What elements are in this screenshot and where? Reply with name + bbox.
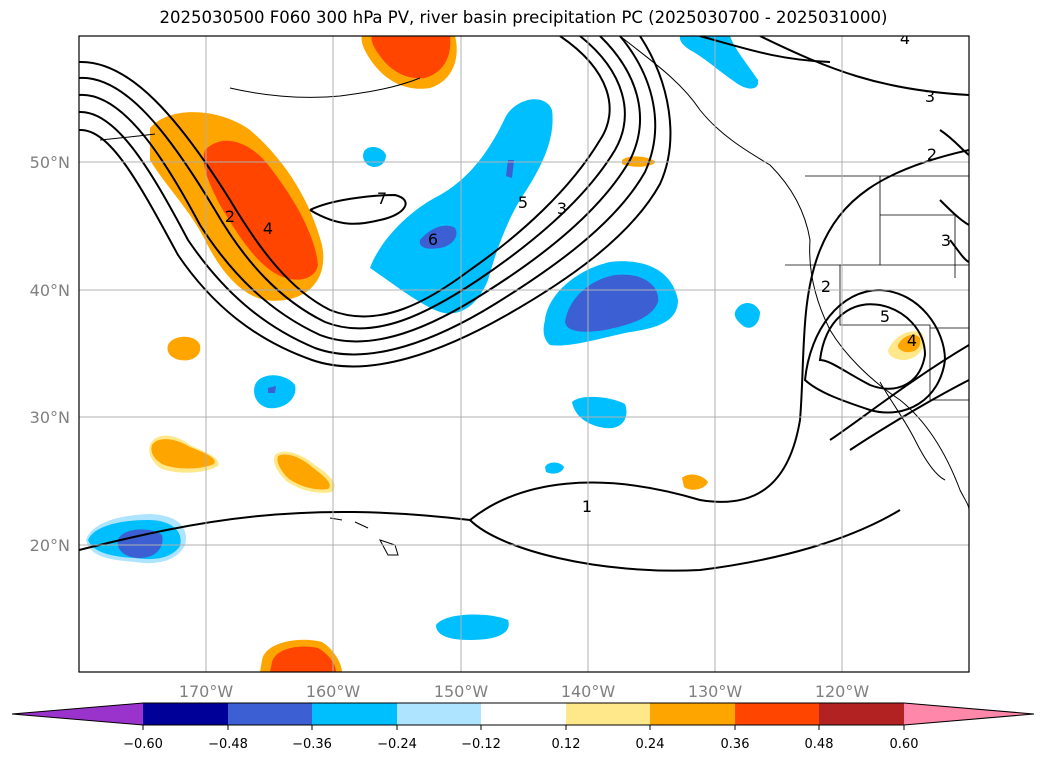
colorbar-swatch [735,703,819,725]
colorbar-tick: 0.24 [636,737,665,752]
colorbar-tick: −0.24 [377,737,417,752]
contour-label: 5 [880,307,890,326]
lat-label-20n: 20°N [30,536,70,555]
colorbar-tick: −0.60 [123,737,163,752]
colorbar-tick: −0.48 [208,737,248,752]
longitude-labels: 170°W 160°W 150°W 140°W 130°W 120°W [179,682,870,701]
colorbar-tick: 0.60 [890,737,919,752]
colorbar: −0.60 −0.48 −0.36 −0.24 −0.12 0.12 0.24 … [11,702,1035,752]
colorbar-tick: 0.48 [805,737,834,752]
latitude-labels: 50°N 40°N 30°N 20°N [30,153,70,555]
lat-label-50n: 50°N [30,153,70,172]
colorbar-swatch [481,703,566,725]
colorbar-tick: 0.36 [721,737,750,752]
contour-label: 4 [263,219,273,238]
lon-label-130w: 130°W [688,682,743,701]
contour-label: 3 [941,231,951,250]
colorbar-tick: 0.12 [552,737,581,752]
colorbar-tick: −0.36 [292,737,332,752]
gridlines [79,36,969,672]
colorbar-swatch [143,703,228,725]
lon-label-120w: 120°W [815,682,870,701]
contour-label: 6 [428,230,438,249]
contour-label: 4 [900,29,910,48]
map-area: 2 4 7 6 5 3 1 2 5 4 3 2 3 4 [79,29,969,672]
colorbar-swatch [397,703,481,725]
contour-label: 2 [821,277,831,296]
contour-label: 3 [557,199,567,218]
contour-label: 3 [925,87,935,106]
colorbar-extend-high [904,703,1034,725]
colorbar-swatch [566,703,650,725]
colorbar-swatch [228,703,312,725]
lon-label-150w: 150°W [434,682,489,701]
precip-shading [86,36,925,672]
colorbar-tick: −0.12 [461,737,501,752]
map-frame [78,35,970,673]
contour-label: 2 [225,207,235,226]
political-borders [785,175,969,401]
contour-label: 7 [377,189,387,208]
colorbar-extend-low [12,703,143,725]
coastlines [99,36,969,556]
colorbar-swatch [819,703,904,725]
colorbar-swatch [650,703,735,725]
contour-label: 5 [518,193,528,212]
map-title: 2025030500 F060 300 hPa PV, river basin … [159,8,888,27]
contour-label: 2 [927,145,937,164]
lat-label-40n: 40°N [30,281,70,300]
lat-label-30n: 30°N [30,408,70,427]
pv-contours [79,36,969,572]
contour-labels: 2 4 7 6 5 3 1 2 5 4 3 2 3 4 [225,29,951,516]
lon-label-160w: 160°W [306,682,361,701]
lon-label-140w: 140°W [561,682,616,701]
colorbar-swatch [312,703,397,725]
contour-label: 4 [907,331,917,350]
contour-label: 1 [582,497,592,516]
lon-label-170w: 170°W [179,682,234,701]
